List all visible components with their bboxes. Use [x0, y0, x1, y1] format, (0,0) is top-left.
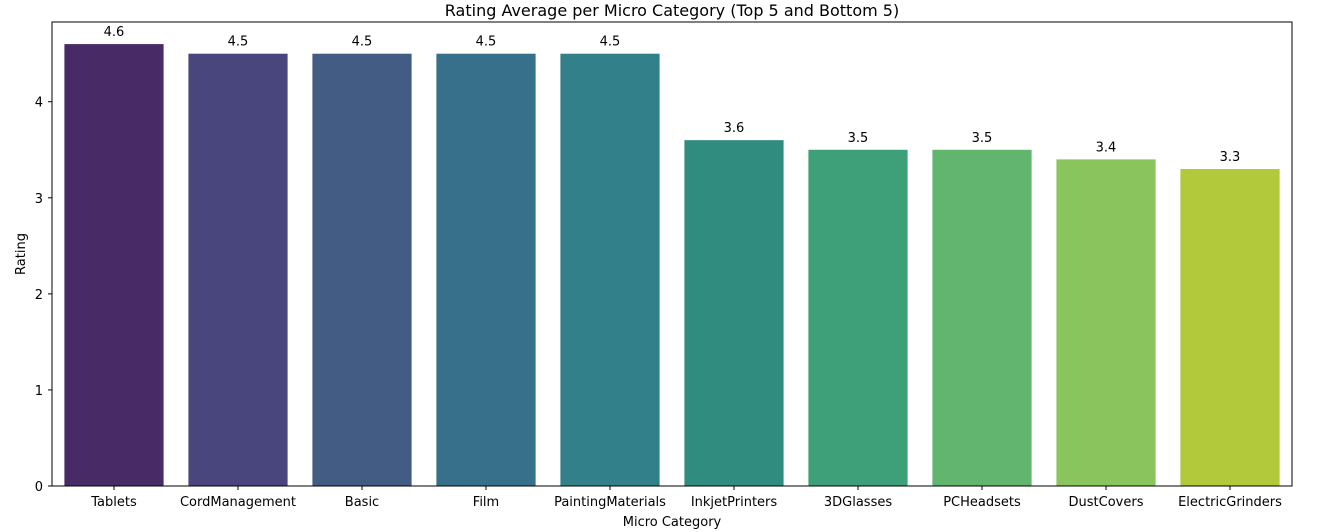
- x-tick-label-5: InkjetPrinters: [691, 495, 778, 510]
- bar-5: [684, 140, 784, 486]
- bar-8: [1056, 159, 1156, 486]
- x-tick-label-6: 3DGlasses: [824, 495, 892, 510]
- x-tick-label-8: DustCovers: [1069, 495, 1144, 510]
- x-tick-label-3: Film: [473, 495, 499, 510]
- data-label-3: 4.5: [476, 35, 497, 50]
- data-label-4: 4.5: [600, 35, 621, 50]
- x-tick-label-2: Basic: [345, 495, 379, 510]
- bar-3: [436, 53, 536, 486]
- y-tick-label-2: 2: [35, 288, 43, 303]
- x-tick-label-0: Tablets: [90, 495, 137, 510]
- bar-0: [64, 44, 164, 486]
- data-label-9: 3.3: [1220, 150, 1241, 165]
- x-tick-label-1: CordManagement: [180, 495, 296, 510]
- data-label-2: 4.5: [352, 35, 373, 50]
- bar-2: [312, 53, 412, 486]
- chart-title: Rating Average per Micro Category (Top 5…: [445, 1, 899, 20]
- data-label-5: 3.6: [724, 121, 745, 136]
- x-tick-label-4: PaintingMaterials: [554, 495, 666, 510]
- x-tick-label-9: ElectricGrinders: [1178, 495, 1282, 510]
- x-axis-label: Micro Category: [623, 515, 722, 530]
- bar-6: [808, 149, 908, 486]
- bar-7: [932, 149, 1032, 486]
- data-label-8: 3.4: [1096, 140, 1117, 155]
- y-tick-label-0: 0: [35, 480, 43, 495]
- y-tick-label-1: 1: [35, 384, 43, 399]
- y-tick-label-3: 3: [35, 192, 43, 207]
- plot-frame: [51, 21, 1293, 487]
- x-axis: Tablets CordManagement Basic Film PaintingMa…: [90, 486, 1282, 510]
- y-axis-label: Rating: [14, 233, 29, 275]
- data-label-6: 3.5: [848, 131, 869, 146]
- y-axis: 0 1 2 3 4: [35, 96, 52, 495]
- bar-1: [188, 53, 288, 486]
- x-tick-label-7: PCHeadsets: [943, 495, 1021, 510]
- plot-area: 4.6 4.5 4.5 4.5 4.5 3.6 3.5 3.5 3.4 3.3: [64, 25, 1280, 486]
- bar-9: [1180, 168, 1280, 486]
- data-label-1: 4.5: [228, 35, 249, 50]
- y-tick-label-4: 4: [35, 96, 43, 111]
- data-label-0: 4.6: [104, 25, 125, 40]
- bar-4: [560, 53, 660, 486]
- data-label-7: 3.5: [972, 131, 993, 146]
